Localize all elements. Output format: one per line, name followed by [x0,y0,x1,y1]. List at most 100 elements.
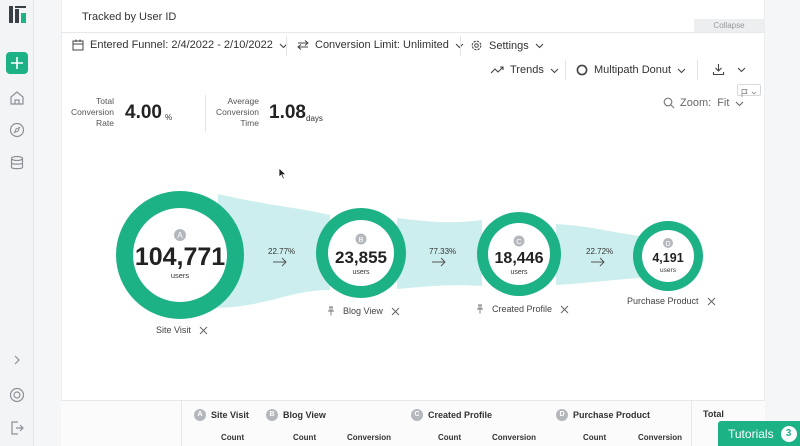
chevron-down-icon [737,67,746,73]
table-total-header: Total [703,409,724,419]
step-name: Created Profile [428,410,493,420]
column-header-count[interactable]: Count [293,433,317,442]
zoom-control[interactable]: Zoom: Fit [663,97,744,109]
step-label-d: Purchase Product [627,296,716,306]
date-range-dropdown[interactable]: Entered Funnel: 2/4/2022 - 2/10/2022 [72,39,288,51]
chevron-down-icon [535,43,544,49]
plus-icon [11,57,23,69]
swap-icon [297,40,309,50]
settings-label: Settings [489,39,529,52]
table-divider [691,400,692,446]
funnel-step-a[interactable]: A 104,771 users [116,191,244,319]
conversion-rate-a-b: 22.77% [268,247,296,256]
trends-dropdown[interactable]: Trends [490,64,559,76]
table-step-b: B Blog View [266,409,326,421]
step-badge: C [411,409,423,421]
toolbar-divider [61,32,765,33]
compass-icon[interactable] [8,121,26,139]
conversion-time-value: 1.08 [269,102,306,123]
database-icon[interactable] [8,154,26,172]
trends-label: Trends [510,64,544,76]
zoom-value: Fit [717,97,730,109]
step-unit: users [352,269,370,276]
step-badge: B [358,235,363,244]
step-badge: A [194,409,206,421]
toolbar-separator [565,60,566,80]
tutorials-button[interactable]: Tutorials 3 [718,421,800,446]
download-dropdown[interactable] [712,63,746,76]
column-header-conversion[interactable]: Conversion [638,433,683,442]
create-button[interactable] [6,52,28,74]
step-label-c: Created Profile [476,304,569,314]
column-header-count[interactable]: Count [583,433,607,442]
conversion-rate-label: Total Conversion Rate [71,96,114,128]
logout-icon[interactable] [8,419,26,437]
step-label-b: Blog View [327,306,400,316]
conversion-limit-label: Conversion Limit: Unlimited [315,39,449,51]
date-range-label: Entered Funnel: 2/4/2022 - 2/10/2022 [90,39,273,51]
step-name: Site Visit [156,325,191,335]
conversion-limit-dropdown[interactable]: Conversion Limit: Unlimited [297,39,464,51]
step-name: Purchase Product [627,296,699,306]
toolbar-separator [460,36,461,56]
close-icon[interactable] [391,307,400,316]
column-header-conversion[interactable]: Conversion [347,433,392,442]
column-header-conversion[interactable]: Conversion [492,433,537,442]
step-badge: C [516,237,522,246]
home-icon[interactable] [8,89,26,107]
funnel-step-c[interactable]: C 18,446 users [477,212,561,296]
flow-band [218,194,330,308]
tutorials-count-badge: 3 [780,425,797,442]
view-mode-label: Multipath Donut [594,64,672,76]
table-divider [181,400,182,446]
arrow-right-icon [273,257,287,267]
step-label-a: Site Visit [156,325,208,335]
conversion-rate-c-d: 22.72% [586,247,614,256]
table-step-c: C Created Profile [411,409,492,421]
funnel-diagram: A 104,771 users B 23,855 users C 18,446 … [116,191,703,319]
table-step-a: A Site Visit [194,409,249,421]
chevron-down-icon [550,68,559,73]
pin-icon[interactable] [476,304,484,314]
step-unit: users [510,269,528,276]
step-count: 104,771 [135,243,225,271]
step-badge: D [665,241,670,248]
settings-dropdown[interactable]: Settings [470,39,544,52]
pin-icon[interactable] [327,306,335,316]
app-logo-icon[interactable] [9,6,26,23]
flag-button[interactable] [737,84,761,97]
search-icon [663,97,675,109]
view-mode-dropdown[interactable]: Multipath Donut [576,64,686,76]
help-icon[interactable] [8,386,26,404]
collapse-button[interactable]: Collapse [694,19,764,32]
arrow-right-icon [432,257,446,267]
conversion-time-unit: days [306,114,323,123]
arrow-right-icon [591,257,605,267]
close-icon[interactable] [707,297,716,306]
funnel-step-b[interactable]: B 23,855 users [316,208,406,298]
chevron-right-icon[interactable] [8,351,26,369]
chevron-down-icon [736,101,744,106]
close-icon[interactable] [560,305,569,314]
flag-icon [741,89,757,97]
step-name: Created Profile [492,304,553,314]
flow-band [397,218,482,289]
conversion-rate-value: 4.00 [125,102,162,123]
column-header-count[interactable]: Count [221,433,245,442]
funnel-step-d[interactable]: D 4,191 users [633,221,703,291]
toolbar-separator [697,60,698,80]
chevron-down-icon [455,43,464,48]
calendar-icon [72,39,84,51]
step-badge: B [266,409,278,421]
step-name: Blog View [283,410,326,420]
chevron-down-icon [279,43,288,48]
conversion-rate-unit: % [165,113,173,122]
step-count: 4,191 [652,251,683,265]
page-title: Tracked by User ID [82,11,177,23]
mouse-cursor-icon [278,167,287,180]
conversion-rate-b-c: 77.33% [429,247,457,256]
close-icon[interactable] [199,326,208,335]
step-unit: users [171,271,190,280]
column-header-count[interactable]: Count [438,433,462,442]
tutorials-label: Tutorials [728,426,774,441]
